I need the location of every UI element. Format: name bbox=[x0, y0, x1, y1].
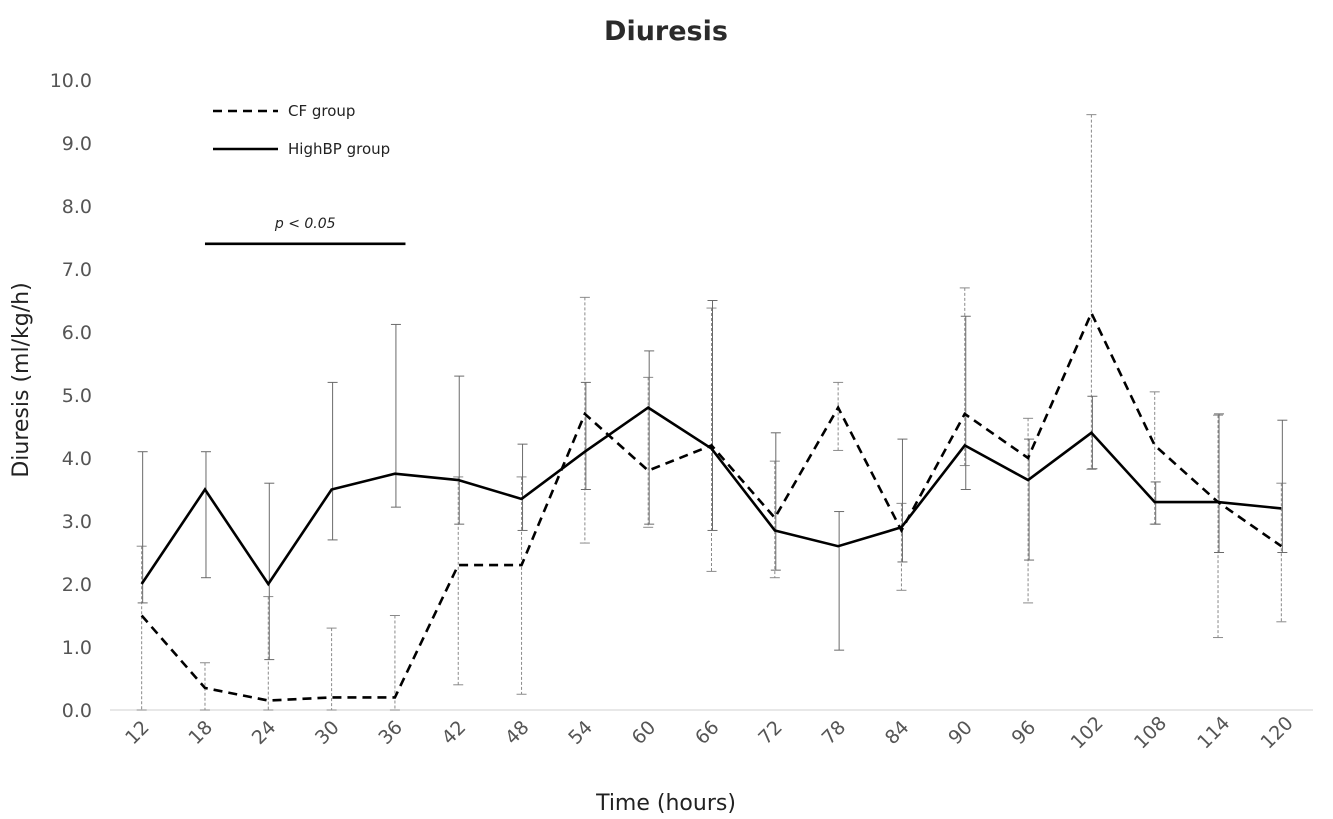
x-tick-label: 120 bbox=[1256, 712, 1297, 753]
x-tick-label: 108 bbox=[1130, 712, 1171, 753]
significance-label: p < 0.05 bbox=[274, 216, 336, 232]
x-axis-label: Time (hours) bbox=[595, 791, 736, 816]
y-tick-label: 1.0 bbox=[62, 637, 92, 659]
x-tick-label: 24 bbox=[248, 716, 281, 749]
x-tick-label: 48 bbox=[501, 716, 534, 749]
x-tick-label: 90 bbox=[944, 716, 977, 749]
x-tick-label: 60 bbox=[628, 716, 661, 749]
legend-label-cf-group: CF group bbox=[288, 102, 355, 120]
x-tick-label: 72 bbox=[754, 716, 787, 749]
legend-label-highbp-group: HighBP group bbox=[288, 140, 390, 158]
x-tick-label: 18 bbox=[184, 716, 217, 749]
y-tick-label: 4.0 bbox=[62, 448, 92, 470]
x-tick-label: 96 bbox=[1008, 716, 1041, 749]
error-bars bbox=[136, 114, 1288, 711]
legend: CF group HighBP group bbox=[213, 102, 390, 158]
y-axis-label: Diuresis (ml/kg/h) bbox=[9, 282, 34, 477]
y-tick-label: 0.0 bbox=[62, 700, 92, 722]
significance-annotation: p < 0.05 bbox=[204, 216, 406, 246]
x-tick-label: 102 bbox=[1067, 712, 1108, 753]
y-tick-label: 10.0 bbox=[50, 70, 92, 92]
x-tick-label: 42 bbox=[438, 716, 471, 749]
x-tick-label: 78 bbox=[818, 716, 851, 749]
x-tick-label: 36 bbox=[374, 716, 407, 749]
x-tick-label: 84 bbox=[881, 716, 914, 749]
series-lines bbox=[140, 309, 1283, 702]
x-tick-label: 12 bbox=[121, 716, 154, 749]
y-tick-label: 3.0 bbox=[62, 511, 92, 533]
y-axis-ticks: 0.0 1.0 2.0 3.0 4.0 5.0 6.0 7.0 8.0 9.0 10.0 bbox=[50, 70, 92, 722]
x-tick-label: 114 bbox=[1193, 712, 1234, 753]
y-tick-label: 8.0 bbox=[62, 196, 92, 218]
x-tick-label: 54 bbox=[564, 716, 597, 749]
x-tick-label: 66 bbox=[691, 716, 724, 749]
y-tick-label: 6.0 bbox=[62, 322, 92, 344]
chart-title: Diuresis bbox=[604, 16, 728, 47]
x-tick-label: 30 bbox=[311, 716, 344, 749]
y-tick-label: 9.0 bbox=[62, 133, 92, 155]
y-tick-label: 2.0 bbox=[62, 574, 92, 596]
series-line-highbp-group bbox=[140, 406, 1282, 587]
series-line-cf-group bbox=[140, 309, 1283, 702]
x-axis-ticks: 12 18 24 30 36 42 48 54 60 66 72 78 84 90 96 102 108 114 1… bbox=[121, 712, 1298, 753]
y-tick-label: 7.0 bbox=[62, 259, 92, 281]
y-tick-label: 5.0 bbox=[62, 385, 92, 407]
